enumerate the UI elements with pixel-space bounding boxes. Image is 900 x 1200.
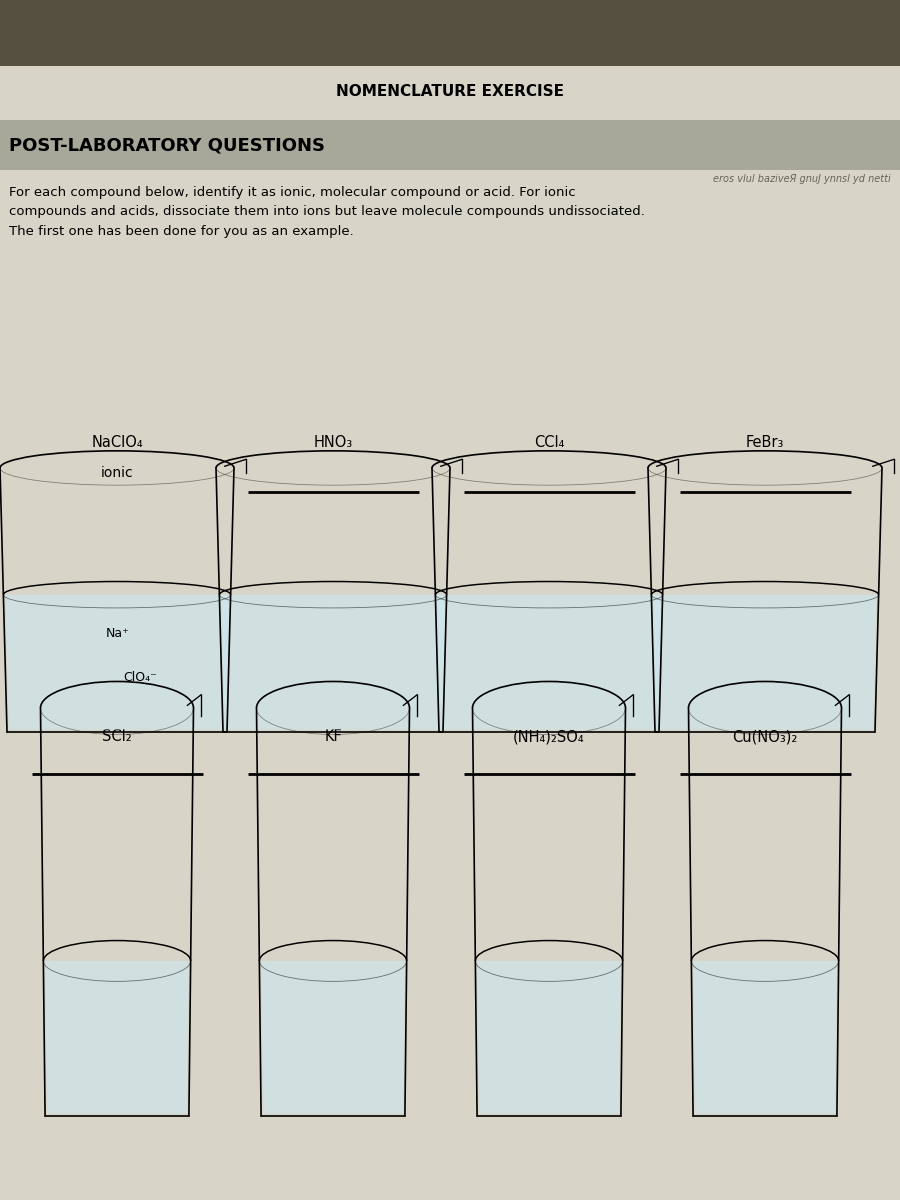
Text: CCl₄: CCl₄: [534, 434, 564, 450]
Text: ionic: ionic: [101, 466, 133, 480]
Polygon shape: [437, 595, 661, 730]
Polygon shape: [261, 961, 405, 1114]
Text: KF: KF: [324, 728, 342, 744]
Polygon shape: [693, 961, 837, 1114]
Text: For each compound below, identify it as ionic, molecular compound or acid. For i: For each compound below, identify it as …: [9, 186, 645, 238]
Text: POST-LABORATORY QUESTIONS: POST-LABORATORY QUESTIONS: [9, 136, 325, 154]
FancyBboxPatch shape: [0, 0, 900, 66]
Polygon shape: [653, 595, 877, 730]
Text: eros vlul bazіveЯ gnuJ ynnsl yd netti: eros vlul bazіveЯ gnuJ ynnsl yd netti: [713, 174, 891, 184]
Text: NOMENCLATURE EXERCISE: NOMENCLATURE EXERCISE: [336, 84, 564, 98]
Text: Na⁺: Na⁺: [105, 628, 129, 640]
Text: ClO₄⁻: ClO₄⁻: [122, 671, 157, 684]
Text: FeBr₃: FeBr₃: [746, 434, 784, 450]
Text: HNO₃: HNO₃: [313, 434, 353, 450]
Text: (NH₄)₂SO₄: (NH₄)₂SO₄: [513, 728, 585, 744]
Text: SCl₂: SCl₂: [102, 728, 132, 744]
FancyBboxPatch shape: [0, 120, 900, 170]
Polygon shape: [5, 595, 229, 730]
Text: Cu(NO₃)₂: Cu(NO₃)₂: [733, 728, 797, 744]
Polygon shape: [45, 961, 189, 1114]
Polygon shape: [477, 961, 621, 1114]
Text: NaClO₄: NaClO₄: [91, 434, 143, 450]
Polygon shape: [221, 595, 445, 730]
